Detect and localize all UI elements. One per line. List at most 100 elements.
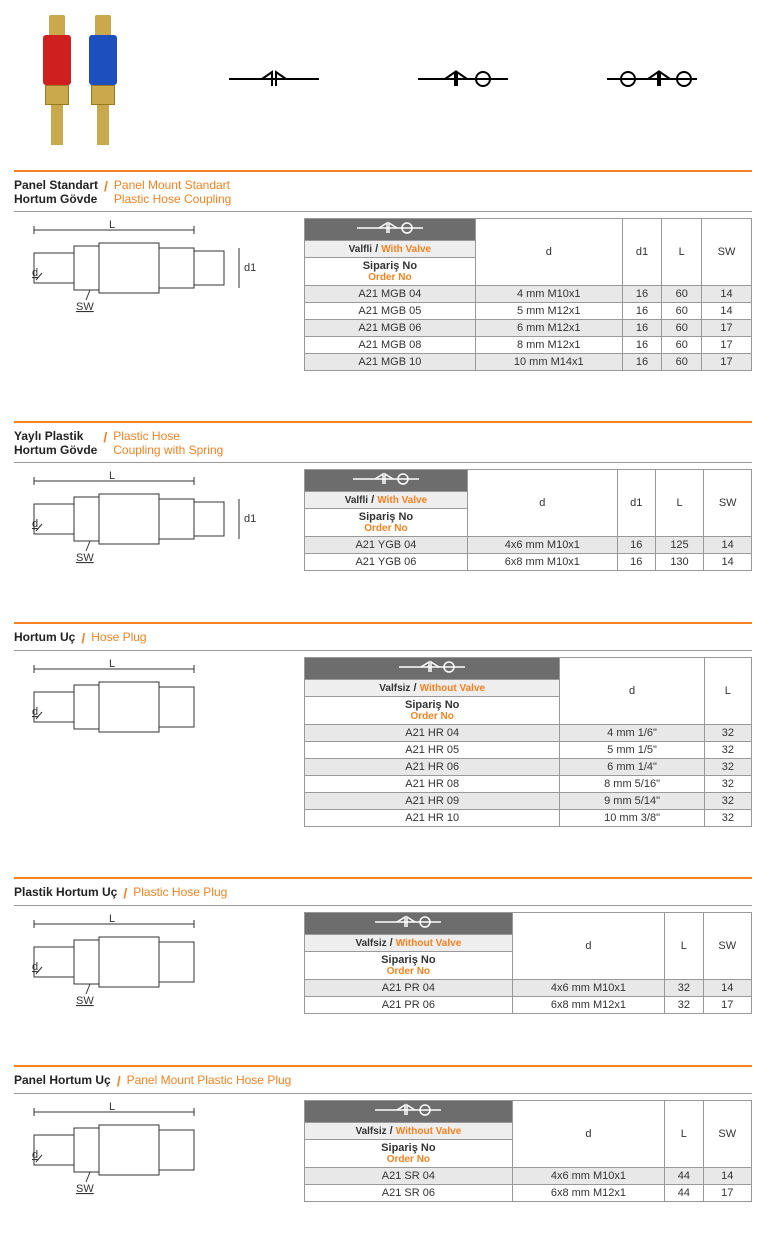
- svg-text:L: L: [109, 219, 115, 231]
- table-row: A21 MGB 1010 mm M14x1166017: [305, 353, 752, 370]
- cell: 125: [655, 536, 704, 553]
- title-tr: Panel StandartHortum Gövde: [14, 178, 98, 207]
- title-en: Panel Mount StandartPlastic Hose Couplin…: [114, 178, 231, 207]
- header-symbol: [305, 657, 560, 679]
- table-row: A21 YGB 066x8 mm M10x11613014: [305, 553, 752, 570]
- cell: 14: [703, 979, 751, 996]
- spec-table: dd1LSWValfli / With ValveSipariş NoOrder…: [304, 469, 752, 571]
- svg-text:d: d: [32, 267, 38, 279]
- table-row: A21 SR 044x6 mm M10x14414: [305, 1167, 752, 1184]
- cell: 17: [702, 319, 752, 336]
- col-SW: SW: [703, 912, 751, 979]
- col-SW: SW: [702, 218, 752, 285]
- title-en: Plastic Hose Plug: [133, 885, 227, 899]
- table-row: A21 PR 044x6 mm M10x13214: [305, 979, 752, 996]
- cell: 14: [704, 536, 752, 553]
- order-no: A21 MGB 05: [305, 302, 476, 319]
- cell: 8 mm 5/16": [560, 775, 704, 792]
- svg-text:SW: SW: [76, 1183, 94, 1195]
- spec-table: dd1LSWValfli / With ValveSipariş NoOrder…: [304, 218, 752, 371]
- section-2: Hortum Uç/Hose PlugLddLValfsiz / Without…: [14, 622, 752, 827]
- section-header: Yaylı PlastikHortum Gövde/Plastic HoseCo…: [14, 425, 752, 463]
- order-no: A21 SR 06: [305, 1184, 513, 1201]
- table-row: A21 HR 044 mm 1/6"32: [305, 724, 752, 741]
- table-row: A21 HR 066 mm 1/4"32: [305, 758, 752, 775]
- table-wrap: dd1LSWValfli / With ValveSipariş NoOrder…: [304, 218, 752, 371]
- order-no: A21 HR 10: [305, 809, 560, 826]
- table-row: A21 MGB 055 mm M12x1166014: [305, 302, 752, 319]
- cell: 14: [702, 302, 752, 319]
- cell: 32: [704, 741, 751, 758]
- orange-rule: [14, 421, 752, 423]
- title-tr: Plastik Hortum Uç: [14, 885, 117, 899]
- col-d1: d1: [617, 469, 655, 536]
- cell: 16: [617, 553, 655, 570]
- table-wrap: dLSWValfsiz / Without ValveSipariş NoOrd…: [304, 912, 752, 1015]
- table-row: A21 MGB 066 mm M12x1166017: [305, 319, 752, 336]
- orange-rule: [14, 1065, 752, 1067]
- header-order: Sipariş NoOrder No: [305, 951, 513, 979]
- cell: 60: [662, 336, 702, 353]
- header-valve: Valfli / With Valve: [305, 491, 468, 508]
- orange-rule: [14, 170, 752, 172]
- cell: 16: [622, 353, 662, 370]
- tech-diagram: Ld1dSW: [14, 218, 294, 371]
- cell: 60: [662, 302, 702, 319]
- order-no: A21 HR 04: [305, 724, 560, 741]
- table-wrap: dLValfsiz / Without ValveSipariş NoOrder…: [304, 657, 752, 827]
- order-no: A21 HR 08: [305, 775, 560, 792]
- cell: 6 mm M12x1: [475, 319, 622, 336]
- symbol-1: [224, 64, 324, 97]
- symbol-2: [413, 64, 513, 97]
- order-no: A21 MGB 10: [305, 353, 476, 370]
- order-no: A21 MGB 06: [305, 319, 476, 336]
- svg-text:L: L: [109, 470, 115, 482]
- cell: 10 mm M14x1: [475, 353, 622, 370]
- cell: 17: [703, 996, 751, 1013]
- cell: 17: [702, 353, 752, 370]
- cell: 4 mm 1/6": [560, 724, 704, 741]
- col-L: L: [665, 1100, 703, 1167]
- svg-text:SW: SW: [76, 301, 94, 313]
- table-row: A21 HR 055 mm 1/5"32: [305, 741, 752, 758]
- svg-text:d: d: [32, 518, 38, 530]
- title-tr: Panel Hortum Uç: [14, 1073, 111, 1087]
- title-slash: /: [104, 178, 108, 194]
- tech-diagram: LdSW: [14, 1100, 294, 1203]
- header-symbol: [305, 469, 468, 491]
- cell: 4 mm M10x1: [475, 285, 622, 302]
- spec-table: dLValfsiz / Without ValveSipariş NoOrder…: [304, 657, 752, 827]
- svg-text:SW: SW: [76, 552, 94, 564]
- order-no: A21 HR 09: [305, 792, 560, 809]
- top-area: [0, 0, 766, 170]
- tech-diagram: Ld: [14, 657, 294, 827]
- header-valve: Valfsiz / Without Valve: [305, 679, 560, 696]
- col-L: L: [662, 218, 702, 285]
- cell: 8 mm M12x1: [475, 336, 622, 353]
- order-no: A21 PR 06: [305, 996, 513, 1013]
- cell: 130: [655, 553, 704, 570]
- cell: 32: [704, 792, 751, 809]
- table-row: A21 MGB 088 mm M12x1166017: [305, 336, 752, 353]
- cell: 6x8 mm M12x1: [512, 996, 664, 1013]
- cell: 32: [704, 809, 751, 826]
- col-d: d: [512, 1100, 664, 1167]
- section-0: Panel StandartHortum Gövde / Panel Mount S…: [14, 170, 752, 371]
- cell: 17: [702, 336, 752, 353]
- title-tr: Hortum Uç: [14, 630, 75, 644]
- section-1: Yaylı PlastikHortum Gövde/Plastic HoseCo…: [14, 421, 752, 572]
- header-order: Sipariş NoOrder No: [305, 1139, 513, 1167]
- order-no: A21 YGB 04: [305, 536, 468, 553]
- cell: 16: [622, 336, 662, 353]
- title-en: Hose Plug: [91, 630, 146, 644]
- cell: 6 mm 1/4": [560, 758, 704, 775]
- svg-text:L: L: [109, 658, 115, 670]
- title-slash: /: [81, 630, 85, 646]
- col-L: L: [704, 657, 751, 724]
- cell: 17: [703, 1184, 751, 1201]
- section-header: Plastik Hortum Uç / Plastic Hose Plug: [14, 881, 752, 906]
- col-L: L: [655, 469, 704, 536]
- cell: 32: [665, 979, 703, 996]
- title-slash: /: [123, 885, 127, 901]
- header-order: Sipariş NoOrder No: [305, 508, 468, 536]
